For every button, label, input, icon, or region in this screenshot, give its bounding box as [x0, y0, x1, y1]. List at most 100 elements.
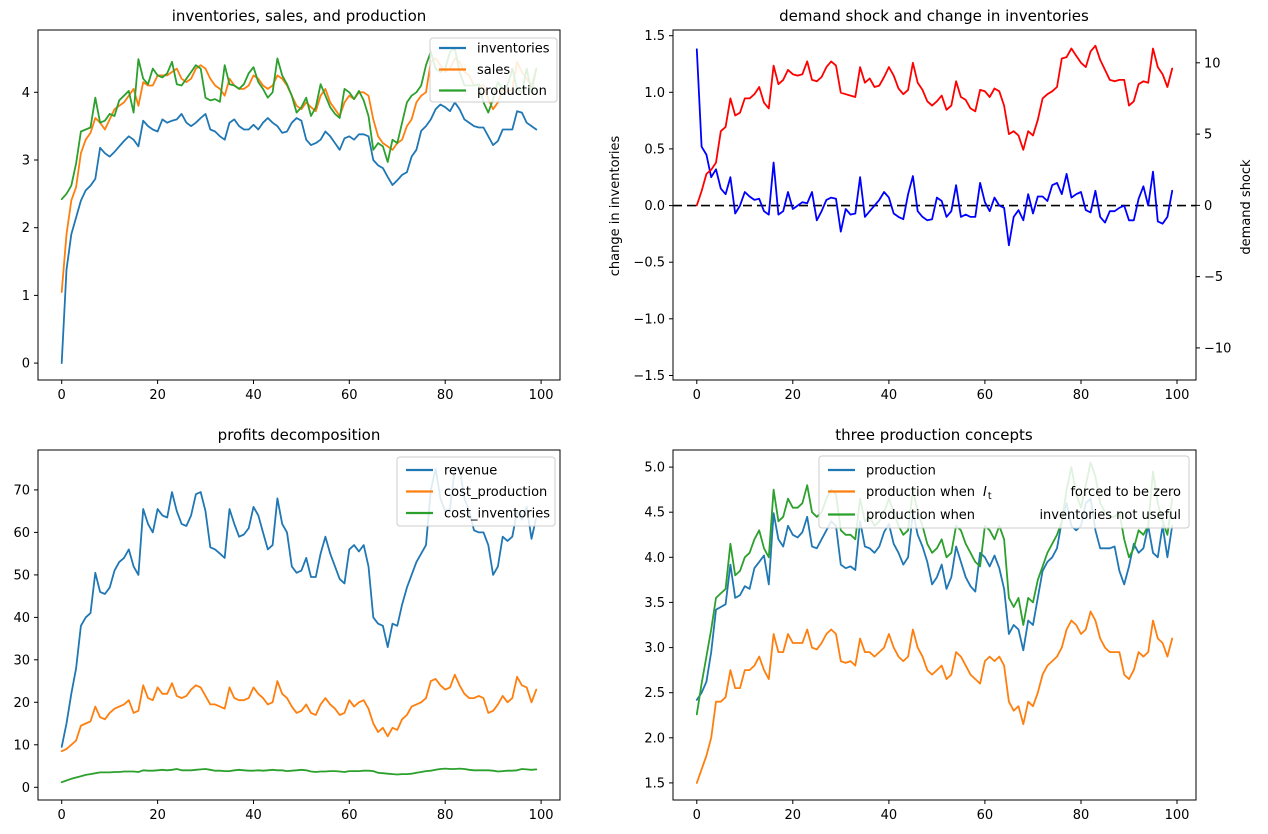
y-tick-label: 2.0: [644, 731, 665, 746]
series-production: [695, 497, 1174, 701]
x-tick-label: 60: [977, 388, 994, 403]
chart-title: profits decomposition: [218, 426, 381, 444]
legend-box: [429, 37, 558, 103]
x-tick-label: 0: [58, 388, 66, 403]
series-change-in-inventories: [695, 48, 1174, 247]
x-tick-label: 40: [881, 388, 898, 403]
y-tick-label: 70: [13, 483, 30, 498]
x-tick-label: 60: [341, 388, 358, 403]
y-tick-label: 2: [22, 221, 30, 236]
x-tick-label: 40: [245, 808, 262, 823]
y-tick-label: −1.0: [633, 312, 665, 327]
y2-axis-label: demand shock: [1239, 159, 1254, 255]
legend: inventories sales production: [429, 37, 558, 103]
y2-tick-label: 10: [1204, 56, 1221, 71]
chart-title: three production concepts: [835, 426, 1033, 444]
legend-label: cost_inventories: [444, 507, 550, 522]
subplot-demand-shock-change-in-inventories: 0 20 40 60 80 100−1.5−1.0−0.50.00.51.01.5−10−…: [608, 7, 1254, 403]
chart-title: demand shock and change in inventories: [779, 7, 1089, 25]
x-axis: 0 20 40 60 80 100: [58, 800, 554, 823]
y-tick-label: 1.5: [644, 776, 665, 791]
legend-label: production when: [866, 508, 975, 523]
y-axis: 0 1 2 3 4: [22, 86, 38, 372]
legend-label: production: [866, 464, 936, 479]
y-tick-label: 0: [22, 357, 30, 372]
x-axis: 0 20 40 60 80 100: [58, 380, 554, 403]
y-tick-label: 0.5: [644, 142, 665, 157]
y2-tick-label: −5: [1204, 270, 1223, 285]
legend-box: [396, 456, 556, 527]
y2-tick-label: −10: [1204, 341, 1231, 356]
axes-spines: [37, 449, 561, 801]
series-cost-inventories: [60, 767, 538, 784]
legend-label-right: forced to be zero: [1070, 485, 1181, 500]
series-cost-production: [60, 673, 538, 753]
legend-label: cost_production: [444, 485, 547, 500]
y-tick-label: 1: [22, 289, 30, 304]
y-tick-label: 50: [13, 568, 30, 583]
x-tick-label: 20: [149, 388, 166, 403]
y-tick-label: 60: [13, 526, 30, 541]
y2-tick-label: 5: [1204, 128, 1212, 143]
legend-label: revenue: [444, 464, 497, 479]
x-tick-label: 20: [785, 808, 802, 823]
legend-label: sales: [477, 63, 510, 78]
y-tick-label: 4.5: [644, 506, 665, 521]
x-tick-label: 0: [693, 388, 701, 403]
x-tick-label: 40: [881, 808, 898, 823]
x-axis: 0 20 40 60 80 100: [693, 800, 1190, 823]
y-tick-label: 40: [13, 611, 30, 626]
legend: revenue cost_production cost_inventories: [396, 456, 556, 527]
y-axis: 1.5 2.0 2.5 3.0 3.5 4.0 4.5 5.0: [644, 461, 673, 791]
y-tick-label: 1.0: [644, 86, 665, 101]
x-tick-label: 100: [529, 808, 554, 823]
y2-tick-label: 0: [1204, 199, 1212, 214]
x-tick-label: 60: [341, 808, 358, 823]
y-tick-label: 4: [22, 86, 30, 101]
y-tick-label: 1.5: [644, 29, 665, 44]
axes-spines: [37, 29, 561, 381]
y-axis: −1.5 −1.0 −0.5 0.0 0.5 1.0 1.5: [633, 29, 673, 384]
y-tick-label: 30: [13, 653, 30, 668]
subplot-profits-decomposition: 0 20 40 60 80 100 0 10 20 30 40 50 60 70 profits decom…: [13, 426, 561, 823]
y-tick-label: 3.5: [644, 596, 665, 611]
y-tick-label: 5.0: [644, 461, 665, 476]
y-tick-label: 2.5: [644, 686, 665, 701]
y2-axis: −10 −5 0 5 10: [1196, 56, 1231, 356]
x-tick-label: 80: [1073, 388, 1090, 403]
x-tick-label: 0: [58, 808, 66, 823]
series-demand-shock: [695, 44, 1174, 207]
series-production-when-it-forced-to-be-zero: [695, 610, 1174, 784]
x-tick-label: 80: [437, 808, 454, 823]
x-tick-label: 20: [149, 808, 166, 823]
y-tick-label: 0.0: [644, 199, 665, 214]
legend-label-right: inventories not useful: [1039, 508, 1181, 523]
x-tick-label: 100: [1165, 808, 1190, 823]
legend-label: inventories: [477, 42, 550, 57]
legend-label: production: [477, 84, 547, 99]
x-tick-label: 100: [1165, 388, 1190, 403]
y-tick-label: 3.0: [644, 641, 665, 656]
y-tick-label: 4.0: [644, 551, 665, 566]
x-tick-label: 40: [245, 388, 262, 403]
series-inventories: [60, 101, 538, 365]
legend-label: production when It: [866, 485, 992, 502]
axes-spines: [672, 449, 1197, 801]
y-tick-label: 0: [22, 781, 30, 796]
y-tick-label: 3: [22, 154, 30, 169]
x-tick-label: 100: [529, 388, 554, 403]
legend: production production when It forced to be …: [818, 455, 1190, 529]
x-tick-label: 80: [1073, 808, 1090, 823]
y-axis-label: change in inventories: [608, 136, 623, 277]
x-tick-label: 20: [785, 388, 802, 403]
subplot-inventories-sales-production: 0 20 40 60 80 100 0 1 2 3 4 inventories, sales, and…: [22, 7, 561, 403]
x-tick-label: 80: [437, 388, 454, 403]
x-axis: 0 20 40 60 80 100: [693, 380, 1190, 403]
y-tick-label: 10: [13, 738, 30, 753]
y-tick-label: −1.5: [633, 369, 665, 384]
subplot-three-production-concepts: 0 20 40 60 80 100 1.5 2.0 2.5 3.0 3.5 4.0 4.5 5.0 thre…: [644, 426, 1197, 823]
x-tick-label: 60: [977, 808, 994, 823]
y-tick-label: 20: [13, 696, 30, 711]
